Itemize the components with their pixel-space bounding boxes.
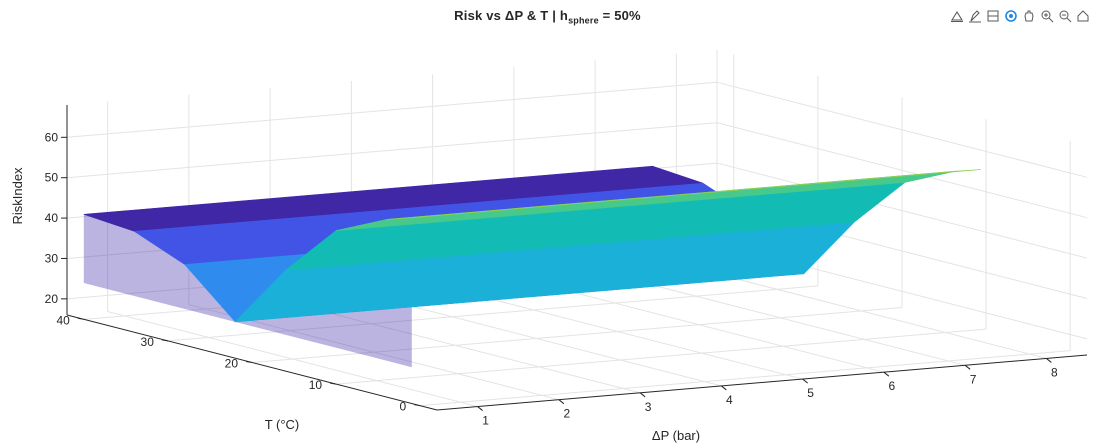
surface-band-6 <box>386 169 981 220</box>
y-tick-label: 20 <box>225 357 239 371</box>
x-axis-label: ΔP (bar) <box>652 428 700 443</box>
axes-toolbar <box>949 8 1091 24</box>
y-tick-mark <box>414 404 421 407</box>
x-tick-mark <box>558 399 565 405</box>
x-tick-mark <box>802 378 808 384</box>
grid-line-y <box>420 350 1071 407</box>
title-main: Risk vs ΔP & T | h <box>454 8 569 23</box>
y-tick-mark <box>161 339 168 342</box>
z-tick-label: 40 <box>45 211 59 225</box>
y-tick-mark <box>245 361 253 363</box>
x-tick-label: 7 <box>970 372 977 386</box>
axis-layer <box>61 105 1088 411</box>
zoom-out-icon[interactable] <box>1057 8 1073 24</box>
z-tick-label: 50 <box>45 171 59 185</box>
chart-title: Risk vs ΔP & T | hsphere = 50% <box>0 8 1095 26</box>
export-icon[interactable] <box>949 8 965 24</box>
datatip-icon[interactable] <box>985 8 1001 24</box>
tick-layer: 1 2 3 4 5 6 7 8 0 10 20 30 40 20 30 40 50 60 <box>45 130 1058 427</box>
x-tick-label: 2 <box>564 407 571 421</box>
x-tick-label: 3 <box>645 400 652 414</box>
y-tick-mark <box>77 317 84 320</box>
x-tick-mark <box>964 364 971 370</box>
grid-line-y <box>167 285 818 342</box>
title-tail: = 50% <box>598 8 641 23</box>
x-tick-mark <box>477 406 483 411</box>
y-tick-label: 10 <box>309 378 323 392</box>
z-tick-label: 30 <box>45 251 59 265</box>
x-tick-mark <box>1046 358 1052 363</box>
y-tick-label: 0 <box>399 400 406 414</box>
surface-layer <box>83 165 981 368</box>
pan-icon[interactable] <box>1021 8 1037 24</box>
z-tick-label: 60 <box>45 130 59 144</box>
grid-line-y <box>336 328 987 385</box>
y-tick-label: 30 <box>141 335 155 349</box>
rotate-icon[interactable] <box>1003 8 1019 24</box>
x-tick-label: 8 <box>1051 365 1058 379</box>
x-tick-label: 1 <box>482 414 489 428</box>
z-tick-label: 20 <box>45 292 59 306</box>
brush-icon[interactable] <box>967 8 983 24</box>
y-axis-label: T (°C) <box>265 417 300 432</box>
x-tick-mark <box>639 392 646 398</box>
z-axis-label: RiskIndex <box>10 167 25 225</box>
title-subscript: sphere <box>568 15 599 26</box>
x-axis-line <box>436 354 1088 411</box>
zoom-in-icon[interactable] <box>1039 8 1055 24</box>
grid-line-z <box>66 122 718 179</box>
y-tick-label: 40 <box>56 313 70 327</box>
x-tick-label: 6 <box>889 379 896 393</box>
grid-line-y <box>251 307 903 363</box>
grid-line-z <box>66 81 718 138</box>
x-tick-mark <box>883 371 890 377</box>
y-tick-mark <box>330 382 337 385</box>
x-tick-label: 5 <box>807 386 814 400</box>
x-tick-label: 4 <box>726 393 733 407</box>
home-icon[interactable] <box>1075 8 1091 24</box>
x-tick-mark <box>721 385 727 391</box>
